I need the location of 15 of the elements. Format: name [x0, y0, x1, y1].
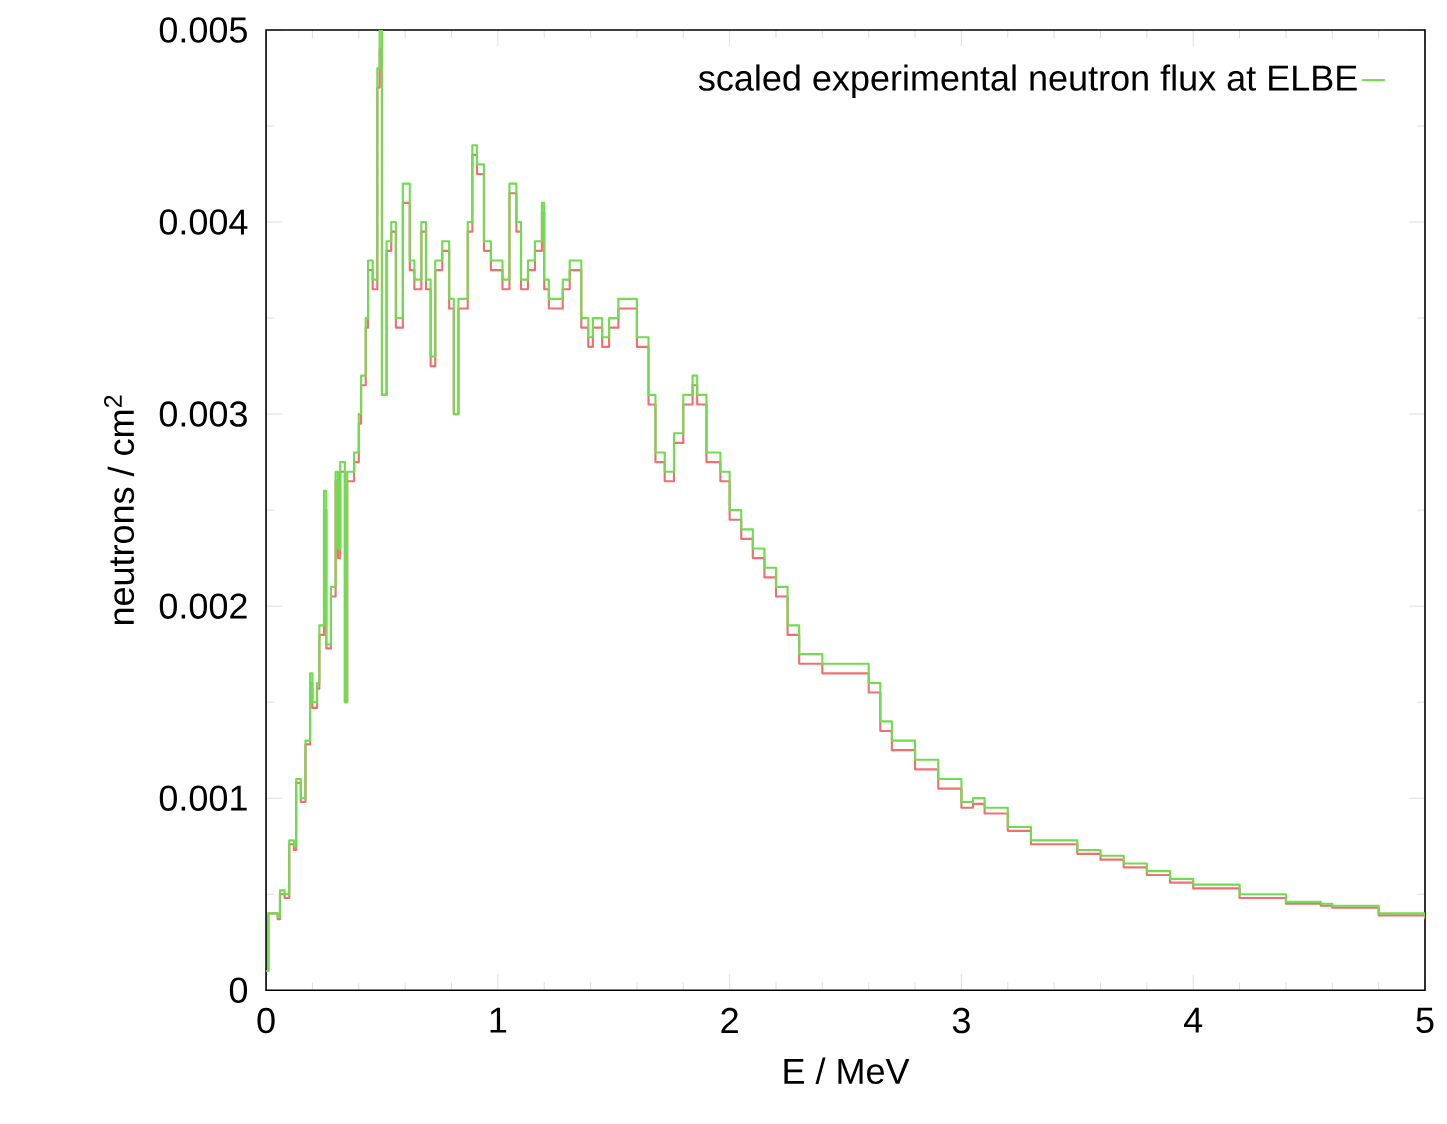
y-tick-label: 0.001	[159, 785, 247, 811]
y-tick-label: 0.002	[159, 593, 247, 619]
y-tick-label: 0	[229, 977, 248, 1003]
y-tick-label: 0.003	[159, 401, 247, 427]
x-tick-label: 0	[257, 1007, 275, 1034]
y-tick-label: 0.005	[159, 17, 247, 43]
x-tick-label: 4	[1184, 1007, 1203, 1033]
x-tick-label: 3	[952, 1007, 970, 1034]
y-tick-label: 0.004	[159, 209, 248, 235]
legend-label: scaled experimental neutron flux at ELBE	[698, 64, 1357, 98]
x-axis-title: E / MeV	[784, 1057, 910, 1084]
x-tick-label: 2	[721, 1007, 738, 1033]
y-axis-title: neutrons / cm$^{2}$	[104, 395, 135, 625]
x-tick-label: 5	[1416, 1007, 1434, 1033]
x-tick-label: 1	[490, 1007, 507, 1033]
